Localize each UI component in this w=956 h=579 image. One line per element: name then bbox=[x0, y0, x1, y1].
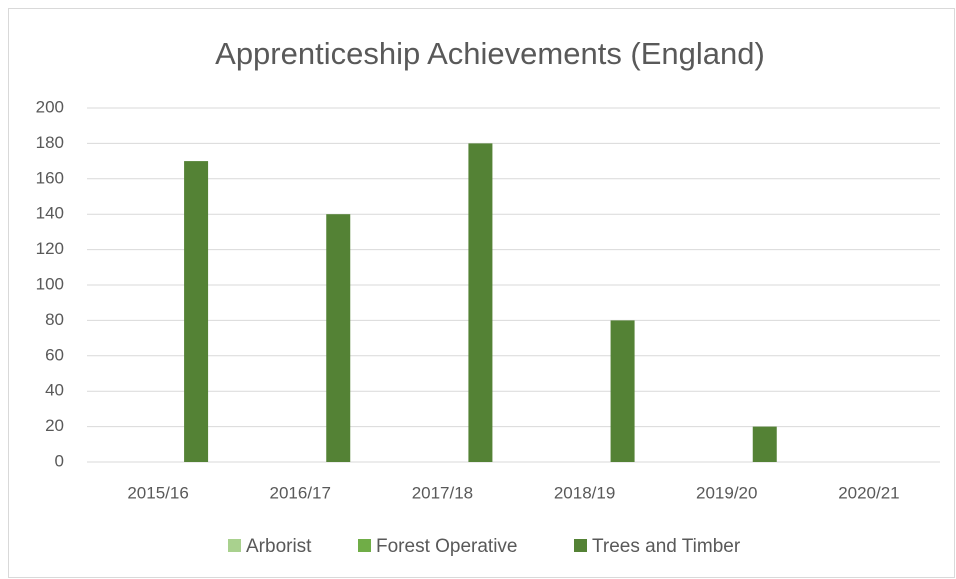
x-tick-label: 2019/20 bbox=[696, 483, 757, 502]
legend-label: Arborist bbox=[246, 536, 312, 557]
y-tick-label: 180 bbox=[36, 133, 64, 152]
bar bbox=[752, 426, 777, 462]
x-tick-label: 2020/21 bbox=[838, 483, 899, 502]
legend-label: Forest Operative bbox=[376, 536, 518, 557]
y-tick-label: 20 bbox=[45, 416, 64, 435]
y-tick-label: 160 bbox=[36, 168, 64, 187]
legend-label: Trees and Timber bbox=[592, 536, 741, 557]
y-tick-label: 140 bbox=[36, 204, 64, 223]
bar bbox=[610, 320, 635, 462]
x-tick-label: 2016/17 bbox=[270, 483, 331, 502]
bar bbox=[184, 161, 209, 462]
y-tick-label: 60 bbox=[45, 345, 64, 364]
x-tick-label: 2018/19 bbox=[554, 483, 615, 502]
legend-swatch bbox=[574, 539, 587, 552]
x-tick-label: 2017/18 bbox=[412, 483, 473, 502]
x-tick-label: 2015/16 bbox=[127, 483, 188, 502]
y-tick-label: 80 bbox=[45, 310, 64, 329]
bar bbox=[326, 214, 351, 462]
legend-swatch bbox=[358, 539, 371, 552]
y-tick-label: 200 bbox=[36, 97, 64, 116]
y-tick-label: 40 bbox=[45, 381, 64, 400]
bar bbox=[468, 143, 493, 462]
y-tick-label: 0 bbox=[55, 451, 64, 470]
y-tick-label: 120 bbox=[36, 239, 64, 258]
y-tick-label: 100 bbox=[36, 274, 64, 293]
legend-swatch bbox=[228, 539, 241, 552]
chart-title: Apprenticeship Achievements (England) bbox=[215, 36, 765, 71]
